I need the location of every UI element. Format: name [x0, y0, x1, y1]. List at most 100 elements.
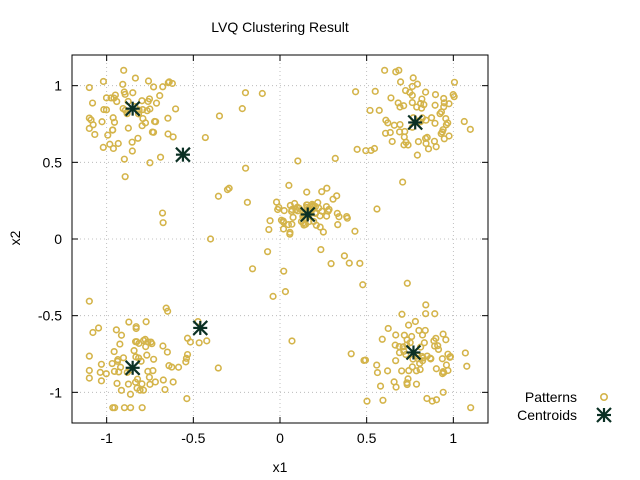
pattern-point — [263, 248, 272, 256]
pattern-point — [144, 77, 153, 85]
pattern-point — [345, 259, 353, 267]
pattern-point — [139, 386, 148, 394]
pattern-point — [144, 367, 152, 375]
pattern-point — [405, 367, 413, 375]
pattern-point — [131, 338, 140, 346]
pattern-point — [317, 245, 325, 254]
x-axis-label: x1 — [273, 459, 288, 475]
pattern-point — [139, 106, 147, 114]
pattern-point — [461, 349, 469, 357]
pattern-point — [431, 91, 440, 99]
pattern-point — [85, 352, 93, 360]
pattern-point — [412, 367, 420, 375]
pattern-point — [416, 359, 424, 367]
legend-label-centroids: Centroids — [517, 407, 577, 423]
pattern-point — [322, 212, 331, 220]
pattern-point — [404, 141, 412, 149]
pattern-point — [145, 373, 153, 381]
pattern-point — [359, 281, 367, 289]
pattern-point — [85, 366, 93, 375]
pattern-point — [340, 252, 349, 260]
pattern-point — [158, 209, 167, 217]
pattern-point — [94, 324, 103, 332]
pattern-point — [258, 89, 266, 98]
pattern-point — [440, 103, 448, 111]
pattern-point — [110, 367, 119, 376]
pattern-point — [319, 228, 327, 236]
pattern-point — [102, 94, 111, 102]
pattern-point — [281, 288, 290, 296]
pattern-point — [383, 367, 392, 375]
pattern-point — [467, 404, 475, 412]
pattern-point — [445, 100, 453, 108]
pattern-point — [165, 362, 173, 370]
pattern-point — [427, 114, 436, 122]
centroid-markers — [124, 100, 423, 376]
pattern-point — [141, 335, 149, 343]
pattern-point — [119, 80, 127, 88]
pattern-point — [423, 352, 431, 360]
pattern-point — [182, 354, 191, 362]
pattern-point — [384, 324, 392, 333]
chart-title: LVQ Clustering Result — [211, 19, 349, 35]
pattern-point — [109, 114, 117, 122]
pattern-point — [115, 368, 123, 376]
pattern-point — [128, 138, 136, 146]
legend-centroid-star — [596, 407, 612, 423]
pattern-point — [102, 106, 111, 114]
pattern-point — [85, 297, 93, 305]
pattern-point — [422, 116, 430, 124]
pattern-point — [363, 397, 371, 405]
pattern-point — [134, 110, 143, 118]
x-tick-label: -0.5 — [181, 430, 205, 446]
pattern-point — [121, 173, 129, 181]
pattern-point — [206, 235, 215, 243]
pattern-point — [133, 384, 141, 392]
pattern-point — [87, 116, 95, 124]
pattern-point — [391, 341, 399, 349]
pattern-point — [413, 80, 421, 88]
pattern-point — [214, 364, 222, 372]
pattern-point — [440, 368, 448, 377]
pattern-point — [413, 151, 421, 159]
pattern-point — [97, 377, 106, 385]
pattern-point — [432, 396, 441, 404]
pattern-point — [387, 94, 395, 102]
pattern-point — [327, 260, 335, 268]
x-tick-label: 0 — [276, 430, 284, 446]
pattern-point — [183, 394, 191, 403]
pattern-point — [460, 117, 468, 126]
pattern-point — [148, 128, 157, 136]
pattern-point — [164, 307, 172, 315]
pattern-point — [225, 184, 233, 192]
pattern-point — [146, 159, 154, 167]
pattern-point — [238, 105, 246, 113]
pattern-point — [134, 134, 142, 142]
pattern-point — [316, 223, 324, 231]
pattern-point — [440, 94, 448, 103]
pattern-point — [275, 203, 283, 212]
pattern-point — [85, 83, 93, 92]
pattern-point — [392, 357, 400, 365]
pattern-point — [431, 119, 439, 127]
pattern-point — [379, 396, 387, 404]
pattern-point — [120, 88, 128, 96]
pattern-point — [99, 77, 108, 86]
pattern-point — [335, 213, 343, 221]
pattern-point — [159, 219, 167, 227]
pattern-point — [171, 105, 180, 113]
pattern-point — [392, 331, 400, 339]
pattern-points — [85, 66, 475, 412]
pattern-point — [280, 207, 288, 215]
pattern-point — [132, 324, 140, 333]
pattern-point — [289, 213, 297, 221]
pattern-point — [161, 385, 169, 394]
y-axis-label: x2 — [7, 230, 23, 245]
pattern-point — [124, 124, 132, 132]
pattern-point — [96, 368, 104, 376]
pattern-point — [400, 102, 408, 110]
pattern-point — [423, 394, 431, 403]
centroid-marker — [407, 114, 423, 131]
pattern-point — [432, 365, 440, 373]
pattern-point — [422, 301, 430, 309]
